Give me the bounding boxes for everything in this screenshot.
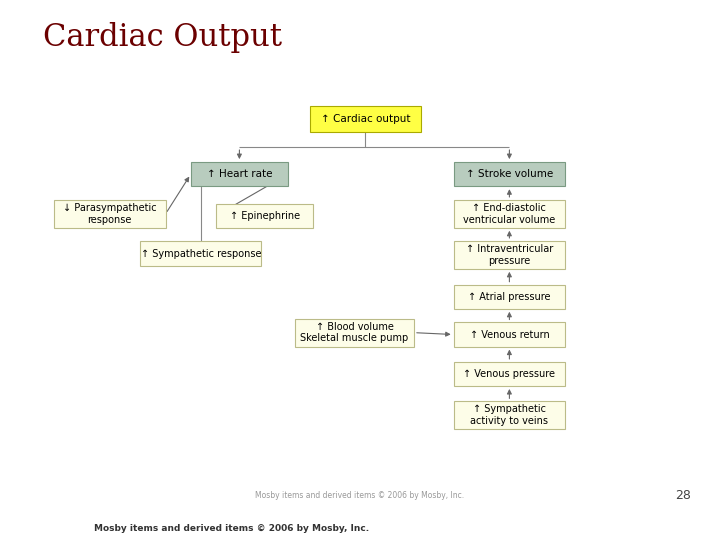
Text: ↑ Sympathetic
activity to veins: ↑ Sympathetic activity to veins — [470, 404, 549, 426]
Text: ↑ Intraventricular
pressure: ↑ Intraventricular pressure — [466, 244, 553, 266]
FancyBboxPatch shape — [310, 106, 421, 132]
Text: ↑ Heart rate: ↑ Heart rate — [207, 169, 272, 179]
Text: ↓ Parasympathetic
response: ↓ Parasympathetic response — [63, 203, 157, 225]
FancyBboxPatch shape — [454, 162, 565, 186]
FancyBboxPatch shape — [454, 200, 565, 228]
Text: ↑ Venous return: ↑ Venous return — [469, 329, 549, 340]
FancyBboxPatch shape — [454, 362, 565, 386]
Text: ↑ Epinephrine: ↑ Epinephrine — [230, 211, 300, 221]
FancyBboxPatch shape — [454, 241, 565, 269]
Text: ↑ End-diastolic
ventricular volume: ↑ End-diastolic ventricular volume — [463, 203, 556, 225]
FancyBboxPatch shape — [216, 204, 313, 228]
Text: ↑ Cardiac output: ↑ Cardiac output — [320, 114, 410, 124]
Text: ↑ Stroke volume: ↑ Stroke volume — [466, 169, 553, 179]
Text: ↑ Blood volume
Skeletal muscle pump: ↑ Blood volume Skeletal muscle pump — [300, 322, 409, 343]
FancyBboxPatch shape — [454, 285, 565, 309]
FancyBboxPatch shape — [54, 200, 166, 228]
FancyBboxPatch shape — [454, 322, 565, 347]
FancyBboxPatch shape — [454, 401, 565, 429]
Text: ↑ Sympathetic response: ↑ Sympathetic response — [140, 248, 261, 259]
Text: ↑ Venous pressure: ↑ Venous pressure — [464, 369, 555, 379]
Text: ↑ Atrial pressure: ↑ Atrial pressure — [468, 292, 551, 302]
Text: Cardiac Output: Cardiac Output — [43, 22, 282, 52]
Text: Mosby items and derived items © 2006 by Mosby, Inc.: Mosby items and derived items © 2006 by … — [94, 524, 369, 532]
FancyBboxPatch shape — [140, 241, 261, 266]
FancyBboxPatch shape — [295, 319, 414, 347]
FancyBboxPatch shape — [191, 162, 288, 186]
Text: 28: 28 — [675, 489, 691, 502]
Text: Mosby items and derived items © 2006 by Mosby, Inc.: Mosby items and derived items © 2006 by … — [256, 491, 464, 500]
